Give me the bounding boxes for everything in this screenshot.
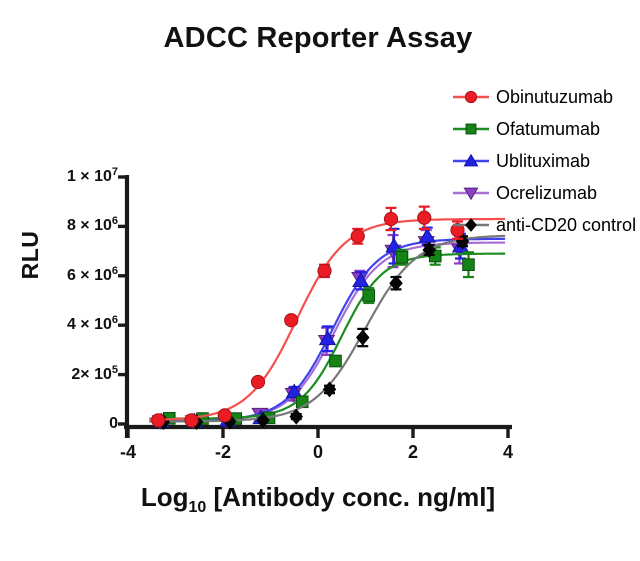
chart-title: ADCC Reporter Assay [163, 22, 473, 54]
circle-marker-icon [383, 211, 399, 227]
series-ofatumumab [149, 246, 506, 425]
x-axis-label-rest: [Antibody conc. ng/ml] [206, 482, 496, 512]
legend-item-anti-cd20-control: anti-CD20 control [452, 212, 636, 238]
legend-label: Obinutuzumab [496, 87, 614, 107]
y-tick-exponent: 6 [111, 215, 118, 228]
y-tick-exponent: 6 [111, 314, 118, 327]
y-tick-exponent: 6 [111, 264, 118, 277]
x-axis [124, 424, 512, 438]
x-tick-label: -4 [119, 442, 136, 462]
legend: Obinutuzumab Ofatumumab Ublituximab Ocreliz… [452, 84, 636, 238]
square-marker-icon [329, 354, 342, 368]
legend-label: Ofatumumab [496, 119, 601, 139]
y-tick-base: 0 [109, 415, 118, 432]
square-marker-icon [395, 250, 409, 264]
x-tick-label: 2 [407, 442, 418, 462]
y-tick-label: 2× 105 [71, 364, 118, 384]
circle-marker-icon [284, 313, 299, 328]
legend-label: anti-CD20 control [496, 215, 637, 235]
y-tick-label: 6 × 106 [66, 265, 118, 285]
legend-key-icon [453, 153, 489, 167]
y-axis [118, 175, 130, 438]
legend-item-ocrelizumab: Ocrelizumab [452, 180, 636, 206]
y-tick-exponent: 5 [111, 363, 118, 376]
diamond-marker-icon [465, 218, 477, 232]
legend-label: Ublituximab [496, 151, 591, 171]
x-axis-label-subscript: 10 [188, 499, 207, 516]
y-tick-label: 1 × 107 [66, 166, 118, 186]
square-marker-icon [362, 289, 376, 302]
diamond-marker-icon [355, 329, 370, 346]
circle-marker-icon [464, 90, 478, 104]
y-tick-base: 2× 10 [71, 365, 112, 383]
circle-marker-icon [317, 263, 332, 278]
circle-marker-icon [250, 374, 266, 390]
y-tick-base: 1 × 10 [66, 168, 112, 185]
legend-key-icon [453, 123, 489, 135]
x-axis-label-prefix: Log [140, 482, 189, 512]
triangle-up-marker-icon [318, 330, 337, 346]
legend-key-icon [453, 187, 489, 201]
diamond-marker-icon [289, 408, 304, 425]
circle-marker-icon [450, 223, 465, 238]
diamond-marker-icon [422, 241, 437, 258]
x-tick-label: 4 [502, 442, 513, 462]
series-ublituximab [149, 226, 506, 428]
triangle-up-marker-icon [463, 153, 479, 167]
diamond-marker-icon [256, 412, 270, 429]
y-tick-label: 8 × 106 [66, 215, 118, 235]
legend-label: Ocrelizumab [496, 183, 598, 203]
circle-marker-icon [184, 413, 199, 428]
x-tick-label: 0 [312, 442, 323, 462]
legend-item-obinutuzumab: Obinutuzumab [452, 84, 636, 110]
square-marker-icon [462, 258, 475, 271]
square-marker-icon [465, 123, 477, 135]
circle-marker-icon [350, 229, 365, 244]
triangle-up-marker-icon [385, 237, 403, 253]
y-tick-base: 8 × 10 [66, 217, 112, 235]
circle-marker-icon [217, 408, 232, 423]
y-tick-base: 6 × 10 [66, 266, 112, 284]
y-tick-label: 4 × 106 [66, 314, 118, 334]
triangle-up-marker-icon [285, 383, 303, 399]
series-obinutuzumab [149, 205, 506, 428]
diamond-marker-icon [322, 381, 337, 398]
legend-key-icon [453, 218, 489, 232]
y-tick-exponent: 7 [111, 166, 118, 178]
circle-marker-icon [417, 210, 432, 225]
legend-key-icon [453, 90, 489, 104]
diamond-marker-icon [389, 275, 403, 292]
x-axis-label: Log10 [Antibody conc. ng/ml] [0, 482, 636, 516]
y-tick-base: 4 × 10 [66, 316, 112, 334]
triangle-up-marker-icon [352, 272, 370, 288]
legend-item-ofatumumab: Ofatumumab [452, 116, 636, 142]
x-tick-label: -2 [214, 442, 231, 462]
series-anti-cd20-control [149, 233, 506, 430]
circle-marker-icon [151, 413, 166, 428]
triangle-down-marker-icon [463, 187, 479, 201]
y-tick-label: 0 [109, 415, 118, 433]
y-axis-label: RLU [17, 230, 43, 280]
triangle-up-marker-icon [418, 227, 436, 243]
legend-item-ublituximab: Ublituximab [452, 148, 636, 174]
